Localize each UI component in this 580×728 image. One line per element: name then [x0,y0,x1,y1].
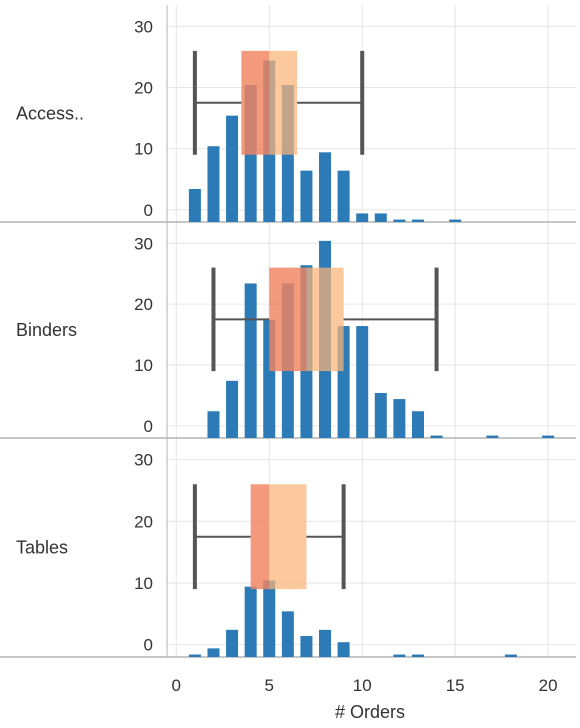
box-upper-quartile [269,484,307,590]
box-upper-quartile [306,267,344,372]
x-tick-label: 10 [353,676,372,695]
box-lower-quartile [250,484,270,590]
histogram-bar [393,654,406,657]
y-tick-label: 0 [144,417,153,436]
y-tick-label: 30 [134,17,153,36]
histogram-bar [207,146,220,222]
row-label: Tables [16,538,68,558]
histogram-bar [393,219,406,222]
histogram-bar [356,213,369,222]
histogram-bar [337,170,350,222]
histogram-bar [449,219,462,222]
y-tick-label: 0 [144,636,153,655]
y-tick-label: 30 [134,451,153,470]
x-tick-label: 20 [539,676,558,695]
histogram-bar [319,629,332,657]
y-tick-label: 0 [144,201,153,220]
histogram-bar [411,411,424,438]
row-label: Access.. [16,104,84,124]
histogram-bar [188,188,201,222]
x-axis-title: # Orders [335,702,405,722]
row-label: Binders [16,320,77,340]
y-tick-label: 30 [134,234,153,253]
histogram-bar [542,435,555,438]
histogram-bar [356,326,369,438]
histogram-bar [374,392,387,438]
labels-layer: 0 10 20 30 Access.. 0 10 20 30 Binders 0 10 20 30 Tabl… [16,17,558,695]
box-upper-quartile [269,50,298,155]
histogram-bar [226,115,239,222]
box-lower-quartile [241,50,270,155]
histogram-bar [263,580,276,657]
histogram-bar [411,654,424,657]
histogram-bar [319,152,332,222]
histogram-bar [281,611,294,657]
histogram-bar [393,399,406,438]
y-tick-label: 20 [134,79,153,98]
x-tick-label: 0 [172,676,181,695]
histogram-bar [244,586,257,657]
box-lower-quartile [269,267,307,372]
histogram-bar [486,435,499,438]
histogram-bar [244,283,257,438]
y-tick-label: 10 [134,140,153,159]
box-plot-layer [192,50,439,590]
y-tick-label: 20 [134,512,153,531]
y-tick-label: 10 [134,574,153,593]
histogram-bar [504,654,517,657]
histogram-bar [300,170,313,222]
x-tick-label: 15 [446,676,465,695]
histogram-bar [188,654,201,657]
histogram-bar [226,380,239,438]
histogram-bar [207,648,220,657]
histogram-bar [337,642,350,657]
y-tick-label: 10 [134,356,153,375]
histogram-bar [411,219,424,222]
histogram-bar [300,636,313,657]
x-tick-label: 5 [265,676,274,695]
histogram-bar [207,411,220,438]
histogram-bar [430,435,443,438]
histogram-bar [374,213,387,222]
histogram-bar [226,629,239,657]
y-tick-label: 20 [134,295,153,314]
